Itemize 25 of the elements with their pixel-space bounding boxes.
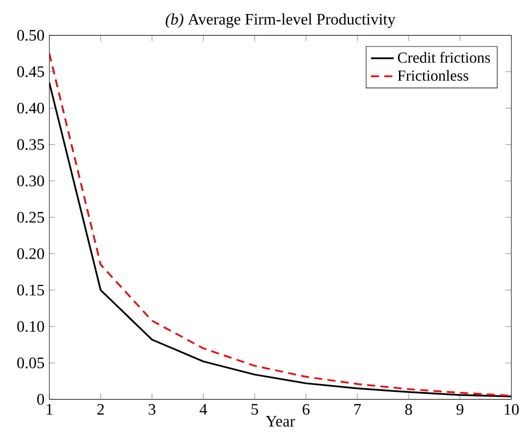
y-tick-label: 0.20 <box>17 248 44 260</box>
x-tick-label: 6 <box>302 404 310 415</box>
x-tick-label: 1 <box>46 404 52 415</box>
y-tick-label: 0.45 <box>17 66 44 78</box>
x-tick-label: 10 <box>504 404 519 415</box>
y-tick-label: 0.35 <box>17 139 44 150</box>
x-tick-label: 3 <box>148 404 156 415</box>
x-tick-label: 7 <box>354 404 361 415</box>
y-tick-label: 0.30 <box>17 175 44 186</box>
x-tick-label: 9 <box>456 404 464 415</box>
y-tick-label: 0.50 <box>17 30 44 41</box>
chart-title: (b) Average Firm-level Productivity <box>166 13 396 28</box>
legend-label: Frictionless <box>398 70 468 81</box>
y-tick-label: 0.15 <box>17 284 44 296</box>
legend-label: Credit frictions <box>398 52 490 63</box>
y-tick-label: 0.10 <box>17 321 44 332</box>
x-tick-label: 5 <box>252 404 258 415</box>
y-tick-label: 0.25 <box>17 212 44 223</box>
y-tick-label: 0.40 <box>17 102 44 114</box>
y-tick-label: 0 <box>37 394 44 405</box>
x-tick-label: 8 <box>405 404 412 415</box>
x-tick-label: 2 <box>97 404 104 415</box>
y-tick-label: 0.05 <box>17 357 44 368</box>
x-tick-label: 4 <box>200 404 208 415</box>
x-axis-title: Year <box>266 416 295 427</box>
